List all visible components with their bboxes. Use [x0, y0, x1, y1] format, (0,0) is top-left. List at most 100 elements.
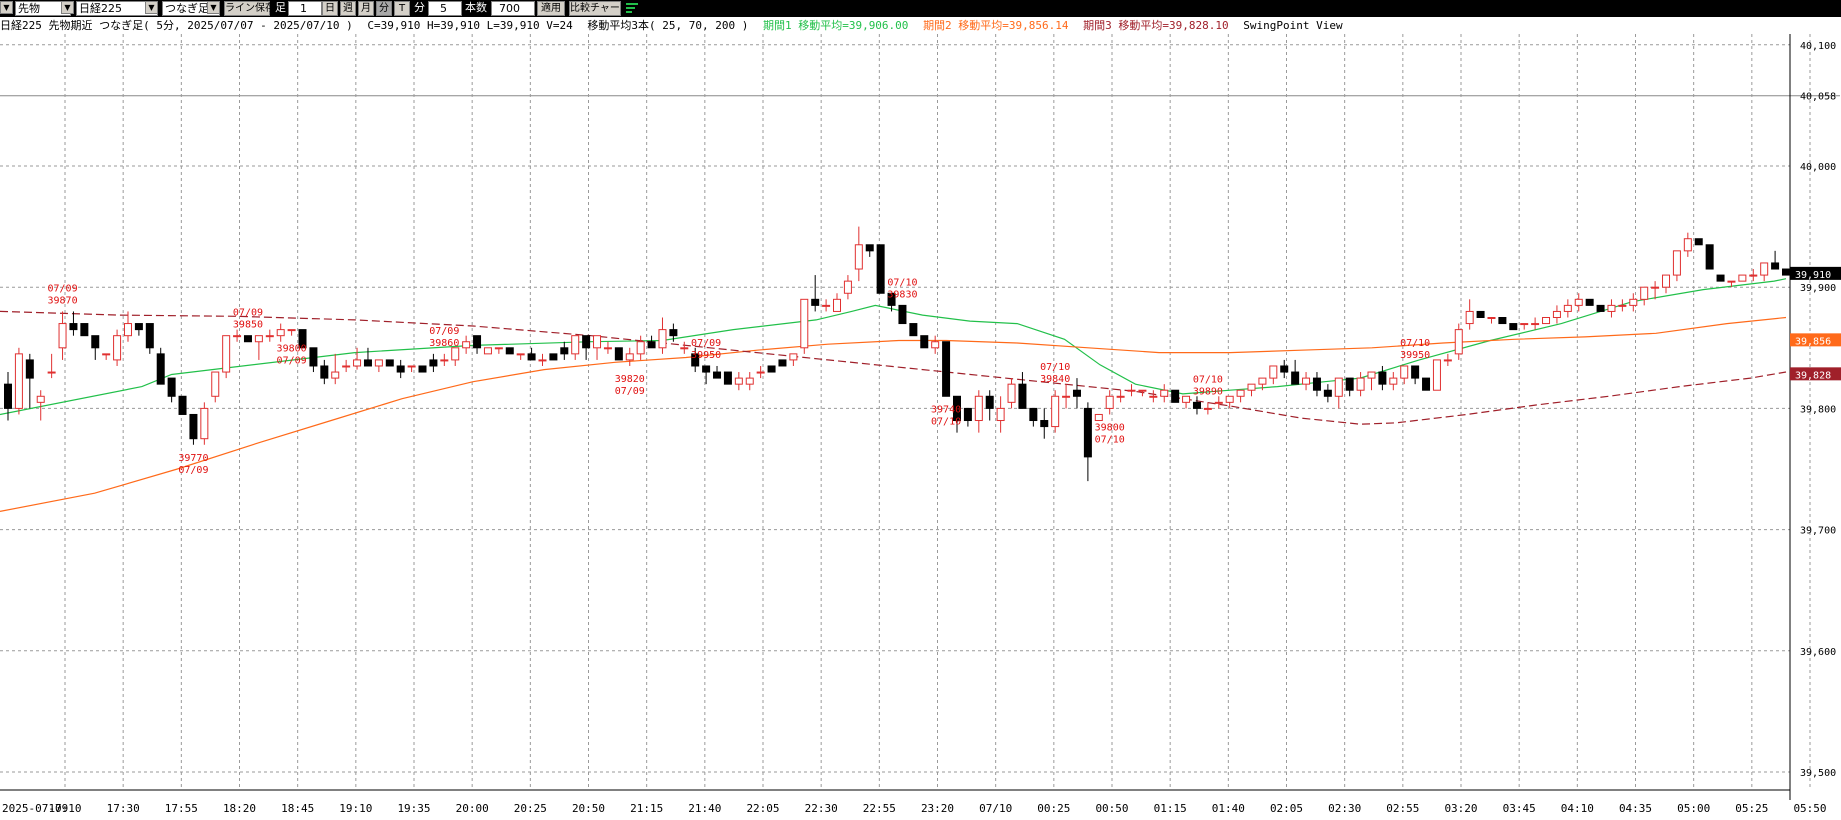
- chart-type-select[interactable]: つなぎ足: [162, 1, 220, 16]
- candle-body: [342, 365, 351, 368]
- candle-body: [80, 323, 89, 337]
- candle-body: [1236, 389, 1245, 397]
- compare-chart-button[interactable]: 比較チャート: [569, 1, 630, 16]
- swing-label-line: 39840: [1040, 374, 1070, 385]
- chart-type-arrow-icon[interactable]: ▼: [207, 1, 220, 14]
- x-tick-label: 03:45: [1503, 802, 1536, 815]
- candle-body: [233, 335, 242, 338]
- candle: [1771, 250, 1780, 270]
- candle: [1171, 389, 1180, 403]
- candle: [647, 335, 656, 349]
- swing-label-line: 39950: [691, 350, 721, 361]
- candle: [745, 372, 754, 391]
- candle: [636, 335, 645, 360]
- save-line-button[interactable]: ライン保存: [224, 1, 275, 16]
- period-tick-button[interactable]: T: [394, 1, 410, 16]
- candle: [800, 298, 809, 354]
- candle-body: [811, 298, 820, 306]
- candle: [1509, 323, 1518, 331]
- candle: [189, 413, 198, 445]
- period-month-button[interactable]: 月: [358, 1, 374, 16]
- x-tick-label: 20:50: [572, 802, 605, 815]
- candle-body: [1105, 395, 1114, 409]
- candle-body: [1552, 310, 1561, 319]
- candle: [702, 365, 711, 385]
- x-tick-label: 17:30: [107, 802, 140, 815]
- candle: [407, 365, 416, 373]
- minute-label: 分: [414, 1, 425, 14]
- period-minute-button[interactable]: 分: [376, 1, 392, 16]
- candle: [69, 311, 78, 336]
- candle-body: [1389, 377, 1398, 385]
- swing-label-line: 39950: [1400, 350, 1430, 361]
- candle: [625, 347, 634, 366]
- x-tick-label: 20:25: [514, 802, 547, 815]
- candle: [222, 335, 231, 379]
- candle: [1040, 408, 1049, 439]
- candle: [1367, 371, 1376, 391]
- candle: [1203, 402, 1212, 415]
- candle: [1051, 390, 1060, 433]
- symbol-select[interactable]: 日経225: [76, 1, 158, 16]
- symbol-select-arrow-icon[interactable]: ▼: [145, 1, 158, 14]
- menu-dropdown-icon[interactable]: ▼: [0, 1, 13, 14]
- candle: [14, 347, 23, 415]
- candle-body: [1629, 298, 1638, 306]
- swing-label-line: 39740: [931, 404, 961, 415]
- period-week-button[interactable]: 週: [340, 1, 356, 16]
- candle: [669, 323, 678, 342]
- ma2-price-tag: 39,856: [1790, 333, 1841, 347]
- product-select[interactable]: 先物: [15, 1, 71, 16]
- ma2-price-tag-text: 39,856: [1795, 336, 1831, 347]
- candle: [353, 347, 362, 370]
- swing-label-line: 07/09: [178, 465, 208, 476]
- chart-settings-icon[interactable]: [625, 1, 639, 16]
- apply-button[interactable]: 適用: [537, 1, 565, 16]
- candle-body: [1672, 250, 1681, 276]
- x-tick-label: 01:40: [1212, 802, 1245, 815]
- candle-body: [178, 395, 187, 415]
- candle-body: [920, 335, 929, 349]
- candle: [822, 299, 831, 312]
- candle-body: [1291, 371, 1300, 385]
- candle-body: [1312, 377, 1321, 391]
- product-select-arrow-icon[interactable]: ▼: [61, 1, 74, 14]
- x-tick-label: 00:25: [1037, 802, 1070, 815]
- swing-label-line: 39850: [233, 320, 263, 331]
- candle: [843, 275, 852, 300]
- candle-body: [1149, 395, 1158, 398]
- swing-label-line: 39770: [178, 453, 208, 464]
- candle-body: [887, 292, 896, 306]
- minute-input[interactable]: 5: [428, 1, 462, 16]
- candle-body: [385, 359, 394, 367]
- candle-body: [1651, 286, 1660, 289]
- candle: [1694, 238, 1703, 246]
- count-label: 本数: [465, 1, 487, 14]
- count-input[interactable]: 700: [491, 1, 535, 16]
- candle-body: [876, 244, 885, 294]
- candle: [429, 353, 438, 373]
- candle: [1323, 384, 1332, 403]
- candle-body: [593, 335, 602, 349]
- candle: [680, 341, 689, 354]
- last-price-tag-text: 39,910: [1795, 270, 1831, 281]
- view-mode-label: SwingPoint View: [1243, 19, 1343, 32]
- candle: [1029, 407, 1038, 427]
- candle: [909, 323, 918, 337]
- candle-body: [974, 395, 983, 422]
- candle-body: [571, 335, 580, 355]
- swing-label-line: 07/09: [47, 283, 77, 294]
- candle-body: [1443, 359, 1452, 362]
- candle: [1160, 384, 1169, 403]
- candle: [4, 372, 12, 421]
- foot-count-input[interactable]: 1: [288, 1, 322, 16]
- candle-body: [1782, 268, 1790, 276]
- candle-body: [1411, 365, 1420, 379]
- candle: [789, 353, 798, 366]
- period-day-button[interactable]: 日: [322, 1, 338, 16]
- candle: [974, 390, 983, 433]
- candle-body: [36, 395, 45, 403]
